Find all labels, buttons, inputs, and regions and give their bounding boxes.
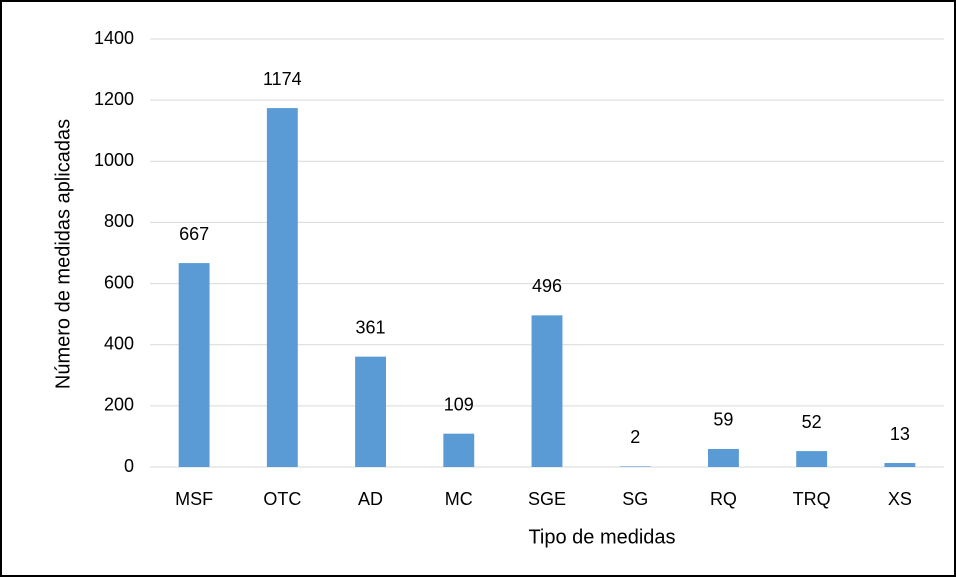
bar — [531, 315, 563, 467]
data-label: 52 — [802, 412, 822, 432]
x-tick-label: TRQ — [793, 489, 831, 509]
x-tick-label: MC — [445, 489, 473, 509]
y-tick-label: 800 — [104, 211, 134, 231]
x-tick-label: RQ — [710, 489, 737, 509]
x-tick-label: XS — [888, 489, 912, 509]
data-label: 1174 — [263, 69, 302, 89]
bar — [884, 463, 916, 467]
data-label: 59 — [713, 410, 733, 430]
y-tick-label: 400 — [104, 333, 134, 353]
bar — [796, 451, 828, 467]
y-tick-label: 1000 — [94, 150, 134, 170]
y-tick-label: 1200 — [94, 89, 134, 109]
x-axis-title: Tipo de medidas — [528, 526, 675, 548]
x-tick-label: MSF — [175, 489, 213, 509]
y-tick-label: 0 — [124, 456, 134, 476]
data-label: 361 — [356, 317, 386, 337]
data-label: 2 — [630, 427, 640, 447]
data-label: 13 — [890, 424, 910, 444]
bar — [178, 263, 210, 467]
y-tick-label: 200 — [104, 395, 134, 415]
x-tick-label: OTC — [263, 489, 301, 509]
bar — [355, 356, 386, 467]
y-axis-title: Número de medidas aplicadas — [52, 119, 74, 389]
bar — [266, 108, 298, 467]
data-label: 109 — [444, 394, 474, 414]
x-tick-label: AD — [358, 489, 383, 509]
data-label: 667 — [179, 224, 209, 244]
x-tick-label: SG — [622, 489, 648, 509]
bar — [443, 433, 475, 467]
y-tick-label: 600 — [104, 272, 134, 292]
bar — [619, 466, 651, 467]
x-tick-label: SGE — [528, 489, 566, 509]
data-label: 496 — [532, 276, 562, 296]
bar — [708, 448, 739, 467]
y-tick-label: 1400 — [94, 28, 134, 48]
